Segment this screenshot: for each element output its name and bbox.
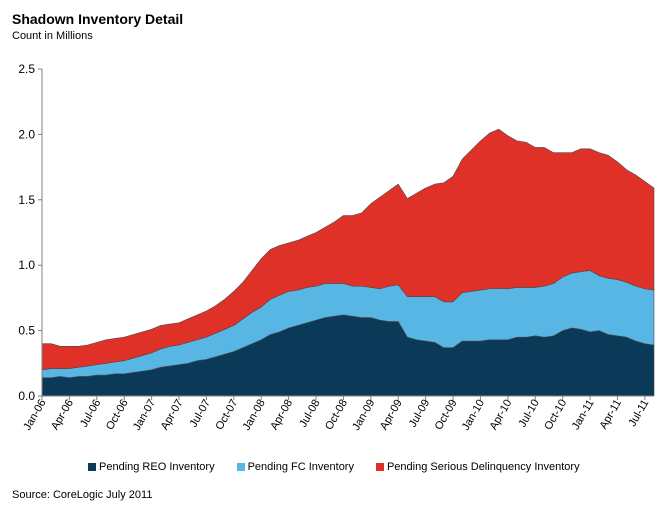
legend-label-fc: Pending FC Inventory <box>247 461 354 473</box>
legend-label-reo: Pending REO Inventory <box>99 461 215 473</box>
legend-swatch-delinquency <box>375 463 384 471</box>
x-tick-label: Jan-09 <box>350 398 377 433</box>
legend-label-delinquency: Pending Serious Delinquency Inventory <box>386 461 580 473</box>
legend-item-reo: Pending REO Inventory <box>88 461 215 473</box>
legend: Pending REO Inventory Pending FC Invento… <box>88 461 580 473</box>
x-tick-label: Apr-09 <box>378 398 405 433</box>
legend-swatch-fc <box>236 463 245 471</box>
legend-item-fc: Pending FC Inventory <box>236 461 354 473</box>
legend-item-delinquency: Pending Serious Delinquency Inventory <box>375 461 580 473</box>
chart-subtitle: Count in Millions <box>12 30 93 42</box>
x-tick-label: Jul-08 <box>297 398 322 430</box>
x-tick-label: Jul-10 <box>516 398 541 430</box>
x-tick-label: Oct-08 <box>323 398 350 433</box>
x-tick-label: Jul-11 <box>626 398 651 429</box>
y-tick-label: 0.0 <box>18 389 35 403</box>
y-tick-label: 0.5 <box>18 324 35 338</box>
y-tick-label: 1.0 <box>18 258 35 272</box>
area-series-delinquency <box>41 128 655 371</box>
x-tick-label: Apr-10 <box>488 397 515 432</box>
x-tick-label: Jul-09 <box>407 398 432 430</box>
x-tick-label: Oct-06 <box>104 398 131 433</box>
x-tick-label: Apr-11 <box>598 398 624 432</box>
x-tick-label: Apr-08 <box>268 398 295 433</box>
x-tick-label: Jul-07 <box>188 398 213 430</box>
x-tick-label: Oct-07 <box>214 398 241 433</box>
x-tick-label: Jan-08 <box>241 398 268 433</box>
x-tick-label: Apr-06 <box>49 398 76 433</box>
x-tick-label: Jan-10 <box>460 398 487 433</box>
x-tick-label: Jul-06 <box>78 398 103 430</box>
chart-title: Shadown Inventory Detail <box>12 11 184 27</box>
x-tick-label: Apr-07 <box>159 398 186 433</box>
y-tick-label: 2.0 <box>18 127 35 141</box>
x-tick-label: Oct-09 <box>433 398 460 433</box>
x-tick-label: Oct-10 <box>542 398 569 433</box>
x-tick-label: Jan-07 <box>131 398 158 433</box>
y-tick-label: 2.5 <box>18 62 35 76</box>
legend-swatch-reo <box>88 463 96 471</box>
source-note: Source: CoreLogic July 2011 <box>12 489 153 501</box>
x-tick-label: Jan-11 <box>570 398 597 432</box>
y-tick-label: 1.5 <box>18 193 35 207</box>
